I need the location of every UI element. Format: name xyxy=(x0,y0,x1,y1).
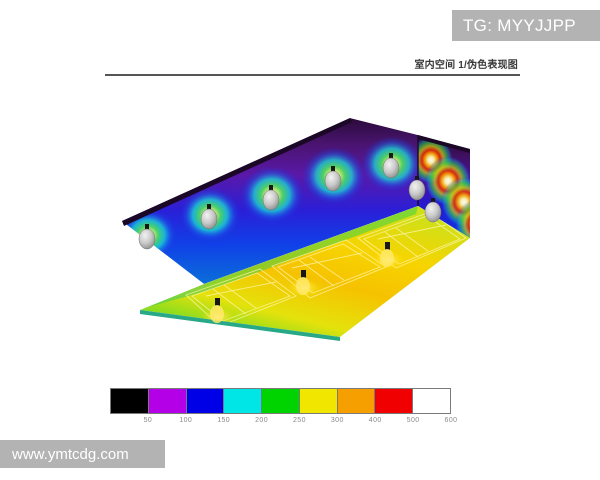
floor-front-edge xyxy=(140,310,340,341)
legend-label-150: 150 xyxy=(217,417,231,424)
legend-swatch-orange xyxy=(336,388,375,414)
luminaire-back-3 xyxy=(262,185,280,211)
title-divider xyxy=(105,74,520,76)
legend-label-500: 500 xyxy=(406,417,420,424)
legend-label-200: 200 xyxy=(255,417,268,424)
legend-label-50: 50 xyxy=(143,417,153,424)
luminaire-right-1 xyxy=(408,176,426,201)
luminaire-right-2 xyxy=(424,198,442,223)
legend-label-row: 50 100 150 200 250 300 400 500 600 xyxy=(110,417,457,433)
legend-label-250: 250 xyxy=(292,417,306,424)
luminaire-floor-2 xyxy=(296,270,310,295)
legend-swatch-red xyxy=(374,388,413,414)
legend-label-600: 600 xyxy=(444,417,458,424)
luminaire-back-4 xyxy=(324,166,342,192)
legend-label-400: 400 xyxy=(368,417,382,424)
watermark: www.ymtcdg.com xyxy=(0,440,165,468)
luminaire-back-2 xyxy=(200,204,218,230)
legend-swatch-blue xyxy=(185,388,224,414)
tg-banner-label: TG: MYYJJPP xyxy=(463,15,576,35)
tg-banner: TG: MYYJJPP xyxy=(452,10,600,41)
luminaire-fixtures xyxy=(138,153,442,323)
legend-label-300: 300 xyxy=(330,417,344,424)
render-stage xyxy=(100,88,470,343)
false-colour-legend: 50 100 150 200 250 300 400 500 600 xyxy=(110,388,457,433)
page-title: 室内空间 1/伪色表现图 xyxy=(414,60,518,71)
legend-swatch-purple xyxy=(147,388,186,414)
luminaire-back-5 xyxy=(382,153,400,179)
luminaire-back-1 xyxy=(138,224,156,250)
watermark-label: www.ymtcdg.com xyxy=(12,445,129,463)
title-block: 室内空间 1/伪色表现图 xyxy=(105,56,520,76)
back-wall-top-edge xyxy=(122,118,352,226)
luminaire-floor-1 xyxy=(210,298,224,323)
luminaire-floor-3 xyxy=(380,242,394,267)
false-colour-render xyxy=(122,118,470,341)
right-wall-top-edge xyxy=(418,135,470,153)
legend-swatch-row xyxy=(110,388,452,414)
legend-swatch-green xyxy=(261,388,299,414)
legend-swatch-black xyxy=(110,388,148,414)
legend-swatch-cyan xyxy=(223,388,262,414)
legend-swatch-yellow xyxy=(298,388,337,414)
legend-label-100: 100 xyxy=(179,417,193,424)
right-wall xyxy=(418,135,470,238)
legend-swatch-white xyxy=(412,388,452,414)
